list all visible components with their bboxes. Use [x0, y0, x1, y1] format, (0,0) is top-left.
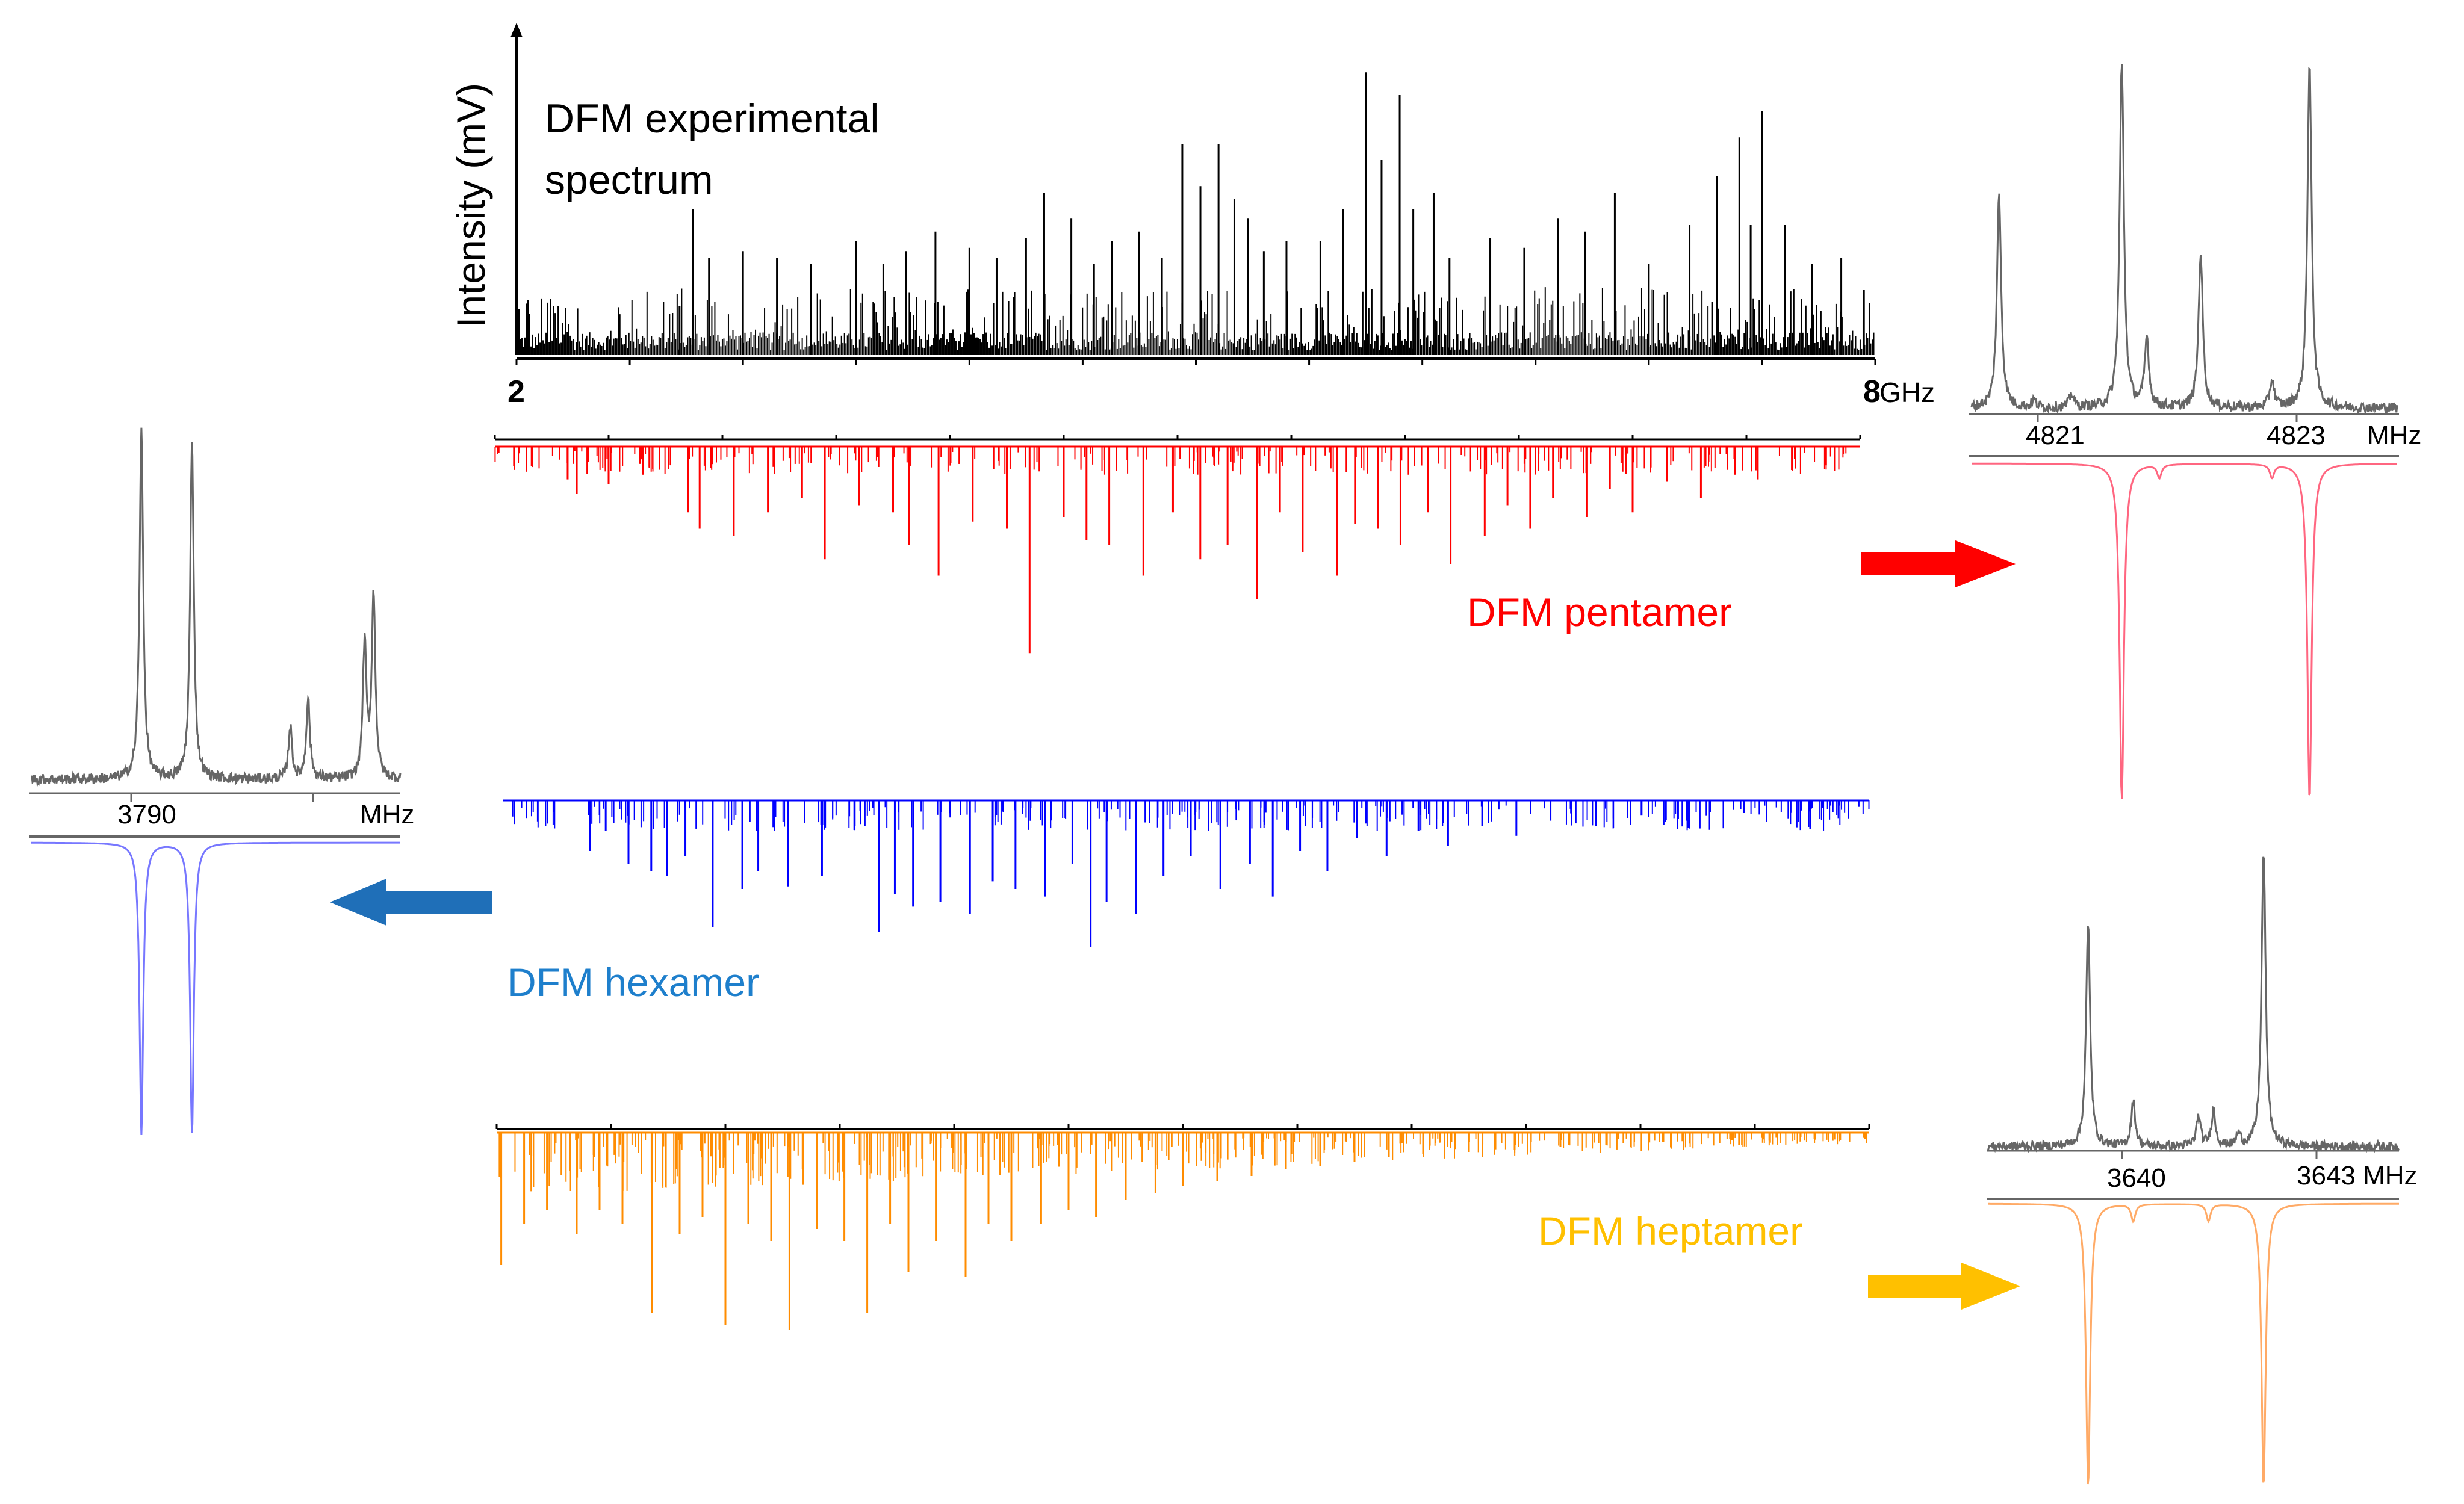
- zoom-heptamer-experimental-trace: [1987, 856, 2400, 1153]
- experimental-spectrum-panel: Intensity (mV) DFM experimental spectrum…: [448, 23, 1935, 409]
- zoom-pentamer-panel: 4821 4823 MHz: [1969, 64, 2421, 799]
- zoom-pentamer-experimental-trace: [1970, 64, 2398, 415]
- hexamer-peak-lines: [512, 800, 1870, 947]
- zoom-hexamer-unit: MHz: [360, 800, 414, 829]
- zoom-hexamer-panel: 3790 MHz: [29, 427, 414, 1135]
- arrow-right-red-icon: [1861, 540, 2016, 587]
- heptamer-peak-lines: [498, 1133, 1867, 1330]
- chart-title-line2: spectrum: [545, 157, 713, 203]
- experimental-peak-lines: [527, 72, 1865, 355]
- zoom-hexamer-experimental-trace: [31, 427, 402, 788]
- heptamer-spectrum-panel: DFM heptamer: [495, 1124, 1870, 1330]
- x-axis-ticks: [515, 359, 1876, 365]
- y-axis-arrowhead: [510, 23, 523, 37]
- x-tick-label-max: 8: [1863, 374, 1881, 409]
- zoom-pentamer-unit: MHz: [2367, 421, 2421, 450]
- experimental-noise-lines: [518, 287, 1875, 355]
- zoom-pentamer-tick-label-1: 4821: [2026, 421, 2085, 450]
- arrow-right-yellow-icon: [1868, 1263, 2020, 1310]
- zoom-heptamer-tick-label-2: 3643 MHz: [2297, 1161, 2418, 1190]
- pentamer-axis-ticks: [494, 435, 1861, 439]
- zoom-pentamer-tick-label-2: 4823: [2267, 421, 2326, 450]
- y-axis-label: Intensity (mV): [448, 83, 493, 328]
- zoom-hexamer-simulated-trace: [31, 841, 400, 1135]
- zoom-heptamer-panel: 3640 3643 MHz: [1987, 856, 2418, 1485]
- hexamer-label: DFM hexamer: [507, 960, 759, 1004]
- heptamer-label: DFM heptamer: [1538, 1208, 1803, 1253]
- chart-title-line1: DFM experimental: [545, 96, 880, 141]
- pentamer-label: DFM pentamer: [1467, 590, 1732, 634]
- zoom-hexamer-tick-label-1: 3790: [117, 800, 176, 829]
- zoom-heptamer-simulated-trace: [1988, 1202, 2399, 1485]
- zoom-heptamer-tick-label-1: 3640: [2107, 1163, 2166, 1193]
- x-axis-unit: GHz: [1879, 377, 1935, 408]
- zoom-pentamer-simulated-trace: [1972, 462, 2397, 799]
- hexamer-spectrum-panel: DFM hexamer: [503, 799, 1870, 1004]
- pentamer-peak-lines: [494, 447, 1847, 654]
- arrow-left-blue-icon: [330, 879, 492, 926]
- heptamer-axis-ticks: [495, 1124, 1870, 1129]
- x-tick-label-min: 2: [507, 374, 525, 409]
- pentamer-spectrum-panel: DFM pentamer: [494, 435, 1861, 654]
